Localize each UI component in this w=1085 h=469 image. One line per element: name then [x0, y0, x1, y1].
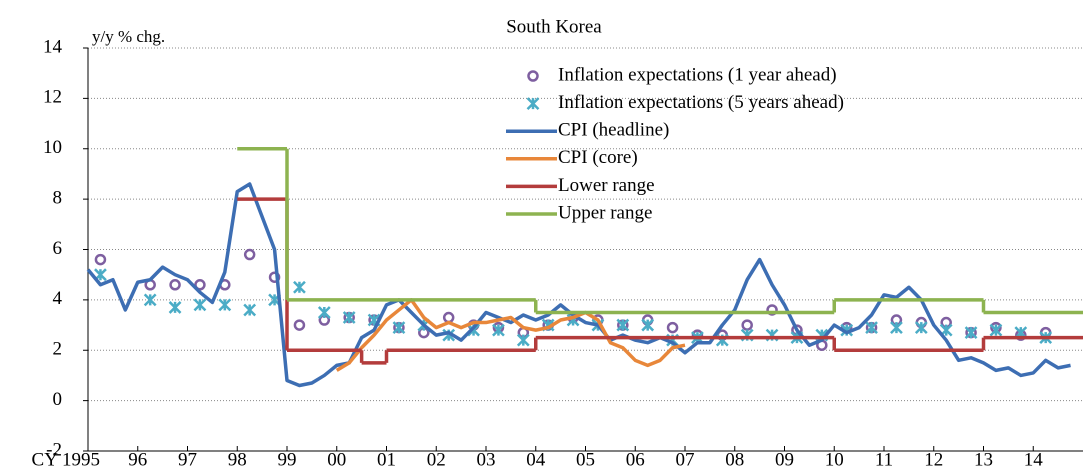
cross-glyph — [143, 293, 157, 307]
data-point — [526, 97, 540, 110]
data-point — [94, 253, 107, 266]
x-tick-label: 99 — [278, 449, 297, 469]
x-tick-label: 01 — [377, 449, 396, 469]
x-tick-label: 10 — [825, 449, 844, 469]
data-point — [890, 321, 903, 334]
cross-glyph — [193, 298, 207, 312]
data-point — [527, 70, 539, 82]
cross-glyph — [218, 298, 232, 312]
data-point — [392, 321, 406, 334]
cross-glyph — [526, 97, 540, 110]
y-tick-label: 14 — [43, 36, 63, 57]
x-tick-label: 00 — [327, 449, 346, 469]
x-tick-label: 05 — [576, 449, 595, 469]
x-tick-label: 13 — [974, 449, 993, 469]
legend: Inflation expectations (1 year ahead) Inf… — [506, 64, 844, 223]
cross-glyph — [964, 326, 978, 340]
x-tick-label: 98 — [228, 449, 247, 469]
data-point — [616, 318, 630, 332]
data-point — [666, 321, 679, 334]
x-tick-label: 08 — [725, 449, 744, 469]
data-point — [516, 333, 530, 347]
x-tick-label: 09 — [775, 449, 794, 469]
series-line — [86, 182, 1071, 388]
y-axis-label: y/y % chg. — [92, 27, 165, 46]
x-tick-label: 02 — [427, 449, 446, 469]
series-line — [335, 298, 686, 372]
legend-label: Upper range — [558, 202, 652, 223]
y-tick-label: 4 — [53, 288, 63, 309]
legend-label: Inflation expectations (1 year ahead) — [558, 64, 837, 85]
data-point — [143, 293, 157, 307]
cross-glyph — [914, 321, 928, 334]
x-tick-label: 97 — [178, 449, 197, 469]
data-point — [243, 248, 256, 261]
data-point — [169, 279, 181, 291]
data-point — [293, 280, 306, 294]
cross-glyph — [392, 321, 406, 334]
y-tick-label: 0 — [53, 389, 63, 410]
data-point — [194, 279, 206, 291]
x-tick-label: 96 — [128, 449, 147, 469]
cross-glyph — [890, 321, 903, 334]
cross-glyph — [492, 323, 505, 337]
y-tick-label: 10 — [43, 137, 62, 158]
cross-glyph — [342, 311, 356, 324]
data-point — [243, 303, 257, 317]
data-point — [914, 321, 928, 334]
y-tick-label: -2 — [46, 439, 62, 460]
legend-label: Inflation expectations (5 years ahead) — [558, 92, 844, 113]
cross-glyph — [317, 306, 331, 319]
cross-glyph — [168, 301, 182, 314]
legend-label: CPI (core) — [558, 147, 638, 168]
data-point — [317, 306, 331, 319]
x-tick-label: 03 — [477, 449, 496, 469]
data-point — [293, 319, 306, 331]
cross-glyph — [516, 333, 530, 347]
data-point — [193, 298, 207, 312]
data-point — [641, 318, 655, 332]
cross-glyph — [243, 303, 257, 317]
data-point — [492, 323, 505, 337]
data-point — [268, 271, 281, 283]
cross-glyph — [616, 318, 630, 332]
data-point — [865, 321, 878, 334]
data-point — [218, 298, 232, 312]
x-tick-label: 06 — [626, 449, 645, 469]
cross-glyph — [293, 280, 306, 294]
x-tick-label: CY 1995 — [32, 449, 100, 469]
cross-glyph — [989, 323, 1003, 337]
x-tick-label: 11 — [875, 449, 893, 469]
y-tick-label: 6 — [53, 238, 63, 259]
legend-label: Lower range — [558, 175, 655, 196]
y-tick-label: 2 — [53, 339, 63, 360]
cross-glyph — [865, 321, 878, 334]
data-point — [964, 326, 978, 340]
data-point — [766, 304, 778, 316]
x-tick-label: 04 — [526, 449, 546, 469]
y-tick-label: 8 — [53, 187, 63, 208]
data-point — [741, 319, 753, 331]
y-tick-label: 12 — [43, 87, 62, 108]
data-point — [168, 301, 182, 314]
chart-title: South Korea — [506, 16, 602, 37]
x-tick-label: 12 — [924, 449, 943, 469]
data-point — [442, 311, 455, 324]
data-point — [342, 311, 356, 324]
data-point — [989, 323, 1003, 337]
x-tick-label: 14 — [1024, 449, 1044, 469]
cross-glyph — [641, 318, 655, 332]
x-tick-label: 07 — [676, 449, 695, 469]
legend-label: CPI (headline) — [558, 120, 669, 141]
